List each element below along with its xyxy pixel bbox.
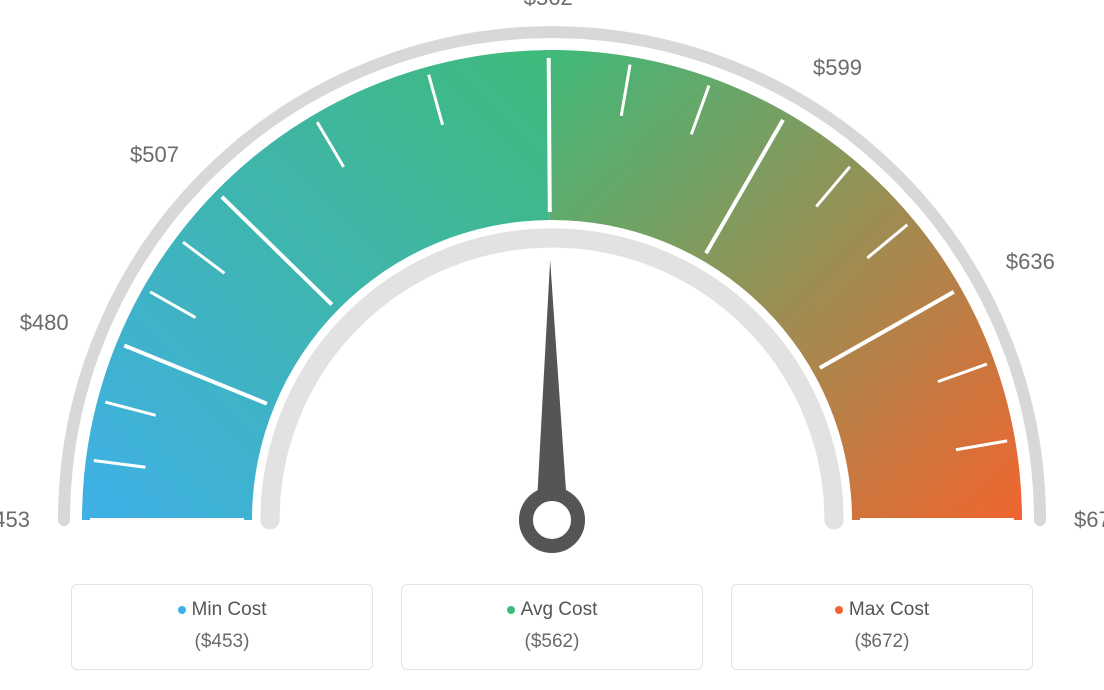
legend-row: Min Cost ($453) Avg Cost ($562) Max Cost ($67… [0,584,1104,670]
tick-label: $672 [1074,507,1104,532]
tick-label: $636 [1006,249,1055,274]
needle-hub [526,494,578,546]
legend-label: Max Cost [849,599,929,621]
legend-title: Min Cost [178,599,267,621]
tick-label: $562 [524,0,573,10]
major-tick [549,58,550,212]
gauge-svg: $453 $480 $507 $562 $599 $636 $672 [0,0,1104,560]
tick-label: $453 [0,507,30,532]
tick-label: $480 [20,310,69,335]
gauge-band-left [82,50,550,520]
legend-label: Min Cost [192,599,267,621]
legend-card-min-cost: Min Cost ($453) [71,584,373,670]
tick-label: $507 [130,142,179,167]
legend-title: Max Cost [835,599,929,621]
legend-title: Avg Cost [507,599,598,621]
gauge-band-right [549,50,1022,520]
legend-value: ($562) [402,631,702,653]
tick-label: $599 [813,55,862,80]
legend-dot [507,606,515,614]
cost-gauge: $453 $480 $507 $562 $599 $636 $672 [0,0,1104,560]
gauge-needle [536,260,568,520]
legend-value: ($672) [732,631,1032,653]
legend-label: Avg Cost [521,599,598,621]
legend-dot [178,606,186,614]
legend-dot [835,606,843,614]
legend-value: ($453) [72,631,372,653]
legend-card-avg-cost: Avg Cost ($562) [401,584,703,670]
legend-card-max-cost: Max Cost ($672) [731,584,1033,670]
